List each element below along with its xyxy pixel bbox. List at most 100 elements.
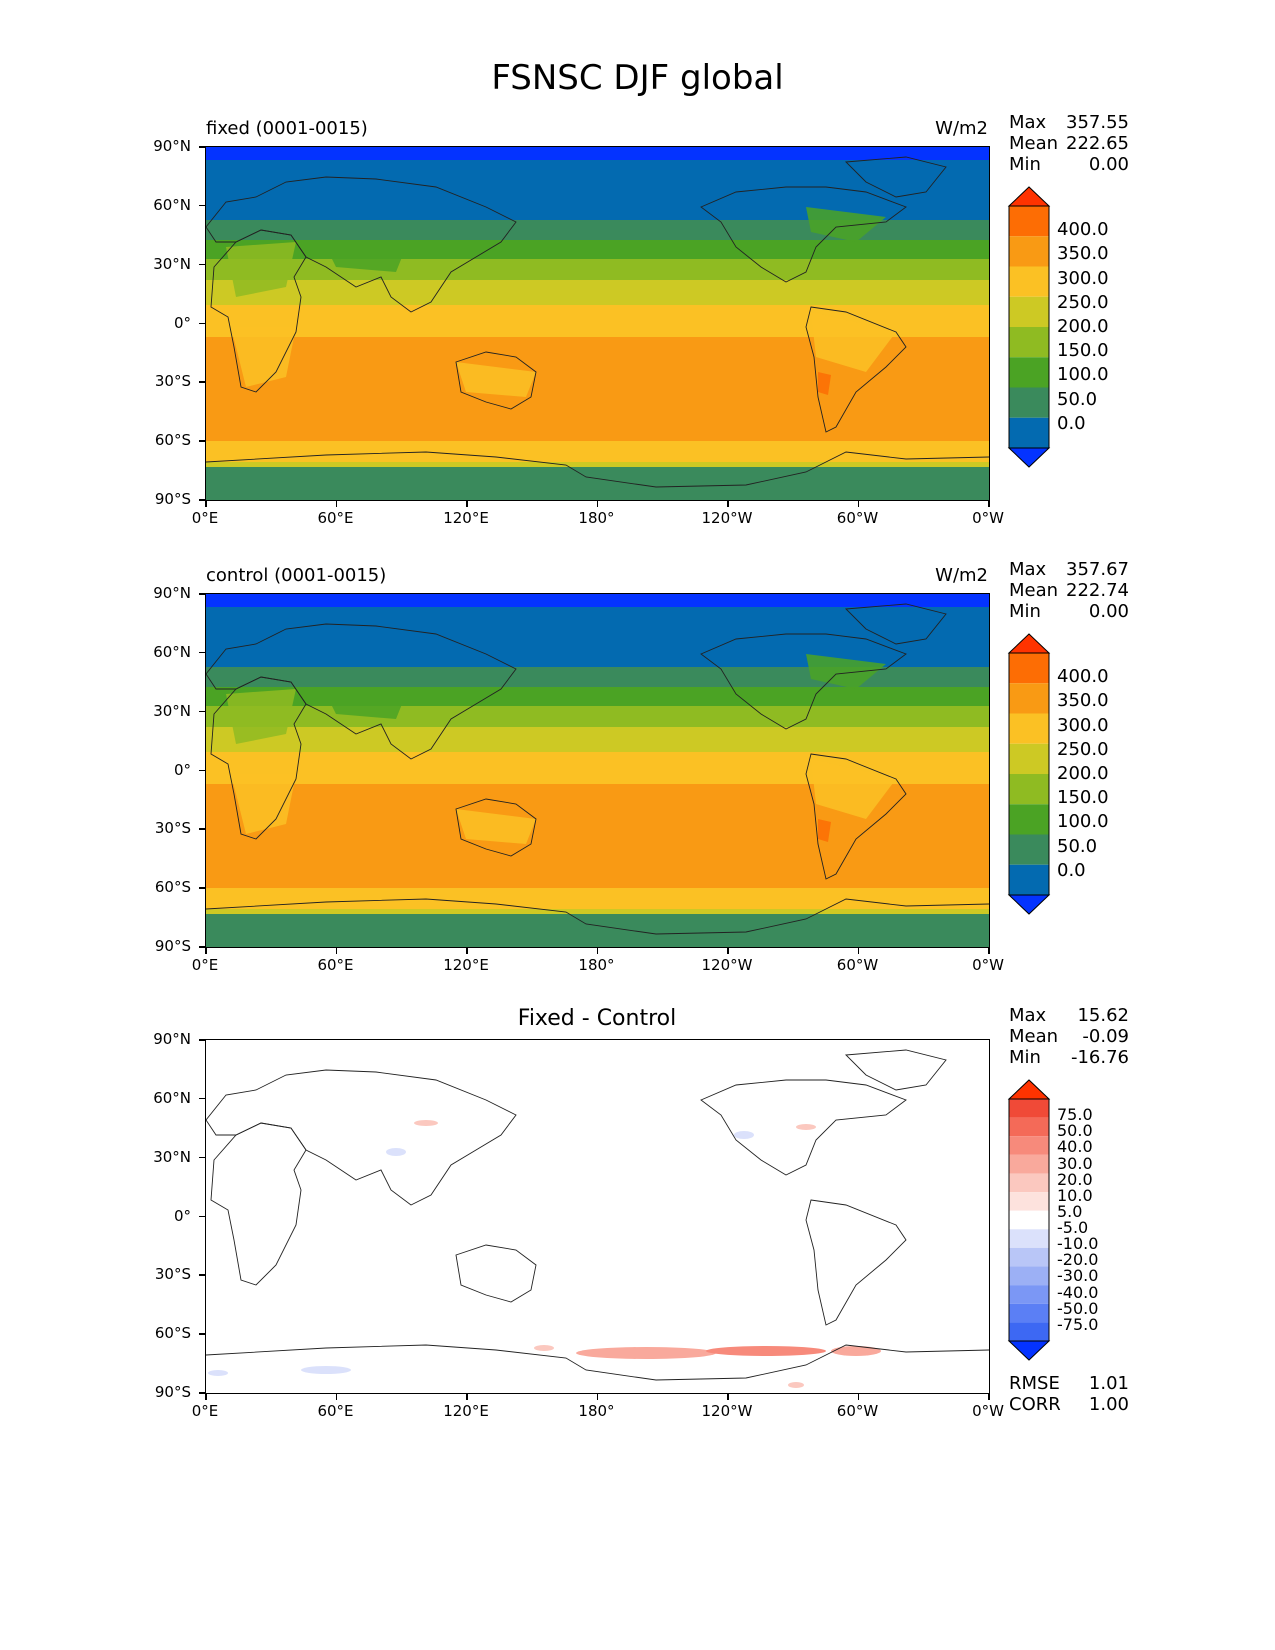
lon-tick-label: 120°E bbox=[443, 509, 489, 527]
lon-tick-label: 120°E bbox=[443, 956, 489, 974]
colorbar-tick-label: 50.0 bbox=[1057, 1121, 1093, 1141]
colorbar-tick-label: -75.0 bbox=[1057, 1314, 1099, 1334]
lon-tick-mark bbox=[335, 1394, 337, 1400]
lon-tick-mark bbox=[205, 501, 207, 507]
lat-tick-mark bbox=[199, 1333, 205, 1335]
lat-tick-label: 90°S bbox=[154, 1383, 191, 1401]
lat-tick-label: 60°S bbox=[154, 878, 191, 897]
units-label: W/m2 bbox=[935, 565, 988, 586]
stat-min: Min 0.00 bbox=[1009, 601, 1129, 622]
colorbar-tick-label: 200.0 bbox=[1057, 316, 1109, 337]
lon-tick-mark bbox=[988, 948, 990, 954]
lon-tick-mark bbox=[988, 1394, 990, 1400]
lat-tick-mark bbox=[199, 381, 205, 383]
lat-tick-label: 30°N bbox=[153, 701, 191, 720]
lon-tick-label: 180° bbox=[578, 509, 615, 527]
lon-tick-label: 60°E bbox=[317, 1402, 354, 1420]
colorbar-tick-label: 40.0 bbox=[1057, 1137, 1093, 1157]
colorbar-tick-label: -10.0 bbox=[1057, 1234, 1099, 1254]
lon-tick-mark bbox=[466, 501, 468, 507]
colorbar-tick-label: 300.0 bbox=[1057, 267, 1109, 289]
lon-tick-label: 60°W bbox=[836, 956, 879, 974]
lon-tick-label: 120°E bbox=[443, 1402, 489, 1420]
lat-tick-mark bbox=[199, 1274, 205, 1276]
stat-max: Max 357.55 bbox=[1009, 112, 1129, 133]
lat-tick-label: 0° bbox=[173, 313, 191, 332]
lat-tick-mark bbox=[199, 146, 205, 148]
colorbar bbox=[1007, 186, 1051, 468]
lat-tick-label: 90°S bbox=[154, 490, 191, 508]
lon-tick-mark bbox=[596, 1394, 598, 1400]
lon-tick-mark bbox=[335, 501, 337, 507]
units-label: W/m2 bbox=[935, 118, 988, 139]
lat-tick-mark bbox=[199, 1097, 205, 1100]
colorbar-tick-label: 0.0 bbox=[1057, 412, 1086, 434]
lon-tick-mark bbox=[857, 501, 859, 507]
lat-tick-mark bbox=[199, 946, 205, 948]
lon-tick-label: 120°W bbox=[701, 509, 753, 527]
colorbar-tick-label: -5.0 bbox=[1057, 1218, 1089, 1238]
lat-tick-mark bbox=[199, 1392, 205, 1394]
colorbar-tick-label: 150.0 bbox=[1057, 787, 1109, 809]
stat-rmse: RMSE 1.01 bbox=[1009, 1373, 1129, 1394]
lon-tick-label: 0°W bbox=[972, 509, 1004, 527]
lon-tick-label: 0°E bbox=[191, 1402, 219, 1420]
colorbar bbox=[1007, 1079, 1051, 1361]
colorbar-tick-label: 5.0 bbox=[1057, 1201, 1083, 1221]
stat-max: Max 15.62 bbox=[1009, 1005, 1129, 1026]
lat-tick-label: 30°S bbox=[154, 1265, 191, 1284]
colorbar-tick-label: 20.0 bbox=[1057, 1169, 1093, 1189]
lat-tick-mark bbox=[199, 887, 205, 889]
colorbar-tick-label: 250.0 bbox=[1057, 291, 1109, 313]
lat-tick-label: 30°N bbox=[153, 254, 191, 273]
colorbar-tick-label: 400.0 bbox=[1057, 219, 1109, 241]
colorbar-tick-label: 100.0 bbox=[1057, 364, 1109, 386]
lon-tick-label: 60°W bbox=[836, 1402, 879, 1420]
colorbar-tick-label: 30.0 bbox=[1057, 1153, 1093, 1173]
colorbar-tick-label: 250.0 bbox=[1057, 738, 1109, 760]
colorbar-tick-label: -20.0 bbox=[1057, 1250, 1099, 1270]
lat-tick-mark bbox=[199, 1215, 205, 1217]
lon-tick-mark bbox=[205, 1394, 207, 1400]
colorbar-tick-label: 350.0 bbox=[1057, 243, 1109, 265]
colorbar-tick-label: 0.0 bbox=[1057, 859, 1086, 881]
colorbar-tick-label: -30.0 bbox=[1057, 1266, 1099, 1286]
panel-title: control (0001-0015) bbox=[206, 565, 387, 586]
lat-tick-mark bbox=[199, 204, 205, 207]
lon-tick-mark bbox=[988, 501, 990, 507]
lon-tick-label: 120°W bbox=[701, 956, 753, 974]
lon-tick-label: 180° bbox=[578, 1402, 615, 1420]
lat-tick-label: 60°N bbox=[153, 195, 191, 214]
lon-tick-label: 60°E bbox=[317, 509, 354, 527]
lon-tick-mark bbox=[857, 1394, 859, 1400]
panel-title: Fixed - Control bbox=[517, 1006, 677, 1031]
lon-tick-mark bbox=[596, 948, 598, 954]
lat-tick-label: 90°N bbox=[153, 1030, 191, 1048]
lat-tick-label: 90°N bbox=[153, 137, 191, 155]
lon-tick-mark bbox=[727, 501, 729, 507]
stat-mean: Mean 222.74 bbox=[1009, 580, 1129, 601]
colorbar-tick-label: 100.0 bbox=[1057, 811, 1109, 833]
colorbar-tick-label: 75.0 bbox=[1057, 1105, 1093, 1125]
lat-tick-mark bbox=[199, 710, 205, 713]
lon-tick-label: 120°W bbox=[701, 1402, 753, 1420]
lon-tick-mark bbox=[857, 948, 859, 954]
stat-mean: Mean 222.65 bbox=[1009, 133, 1129, 154]
colorbar-tick-label: 10.0 bbox=[1057, 1185, 1093, 1205]
lat-tick-label: 0° bbox=[173, 1206, 191, 1225]
lon-tick-label: 0°W bbox=[972, 956, 1004, 974]
lon-tick-label: 0°E bbox=[191, 956, 219, 974]
figure-title: FSNSC DJF global bbox=[491, 58, 784, 98]
lat-tick-label: 90°N bbox=[153, 584, 191, 602]
stat-mean: Mean -0.09 bbox=[1009, 1026, 1129, 1047]
colorbar-tick-label: 400.0 bbox=[1057, 666, 1109, 688]
stat-min: Min 0.00 bbox=[1009, 154, 1129, 175]
contour-field bbox=[206, 1040, 989, 1393]
lat-tick-label: 60°S bbox=[154, 431, 191, 450]
lat-tick-mark bbox=[199, 1039, 205, 1041]
colorbar-tick-label: -40.0 bbox=[1057, 1282, 1099, 1302]
lat-tick-mark bbox=[199, 651, 205, 654]
lon-tick-label: 180° bbox=[578, 956, 615, 974]
lat-tick-mark bbox=[199, 769, 205, 771]
colorbar-tick-label: 150.0 bbox=[1057, 340, 1109, 362]
